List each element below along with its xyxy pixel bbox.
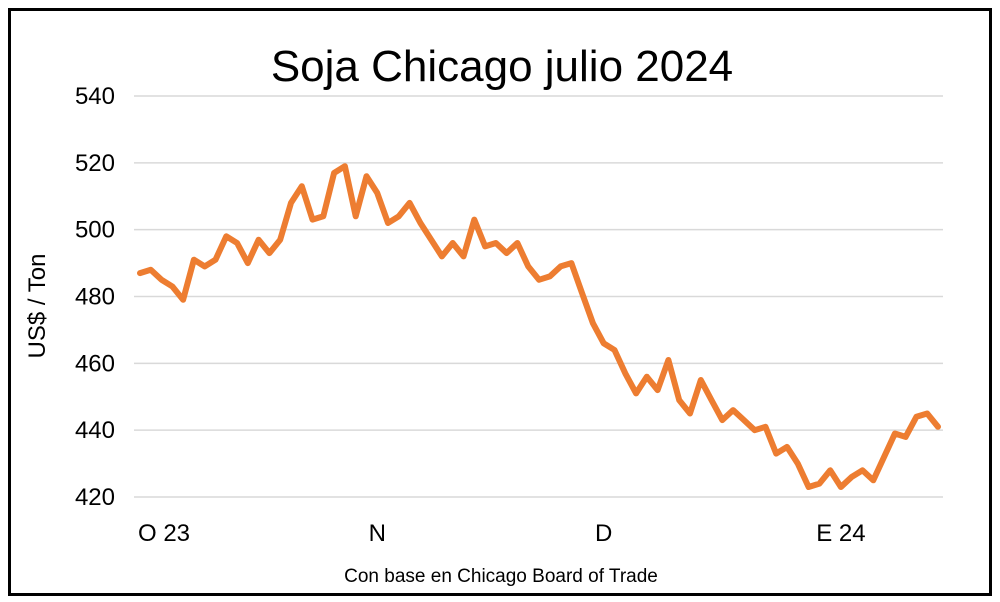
y-tick-label: 520: [75, 150, 115, 177]
x-tick-label: D: [595, 520, 612, 547]
y-tick-label: 460: [75, 350, 115, 377]
y-tick-label: 540: [75, 83, 115, 110]
line-chart: Soja Chicago julio 2024 420 440 460 480 500 5…: [24, 42, 943, 587]
chart-title: Soja Chicago julio 2024: [271, 42, 733, 91]
series-line: [137, 163, 941, 490]
x-tick-label: E 24: [816, 520, 865, 547]
y-tick-label: 420: [75, 484, 115, 511]
y-axis-label: US$ / Ton: [24, 254, 51, 359]
x-axis-label: Con base en Chicago Board of Trade: [344, 566, 658, 587]
x-tick-label: O 23: [138, 520, 190, 547]
y-axis-ticks: 420 440 460 480 500 520 540: [75, 83, 115, 511]
chart-frame: Soja Chicago julio 2024 420 440 460 480 500 5…: [8, 8, 992, 596]
gridlines: [134, 95, 943, 498]
y-tick-label: 500: [75, 217, 115, 244]
y-tick-label: 440: [75, 417, 115, 444]
y-tick-label: 480: [75, 284, 115, 311]
x-tick-label: N: [369, 520, 386, 547]
